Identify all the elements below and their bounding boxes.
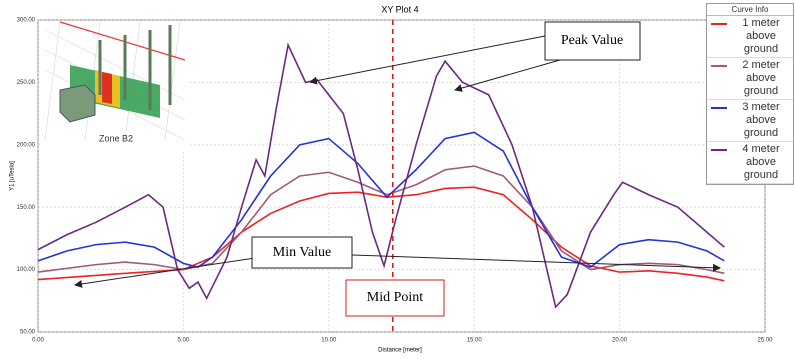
y-tick-label: 300.00 (17, 18, 36, 24)
inset-image: Zone B2 (40, 21, 190, 151)
peak-label: Peak Value (561, 33, 623, 48)
legend-item: 3 meter above ground (707, 100, 793, 142)
chart-title: XY Plot 4 (381, 4, 418, 14)
legend-item: 1 meter above ground (707, 16, 793, 58)
y-tick-label: 150.00 (17, 205, 36, 211)
y-tick-label: 50.00 (20, 330, 36, 336)
page: {"chart_data": {"type": "line", "title":… (0, 0, 795, 360)
legend-title: Curve Info (707, 4, 793, 16)
mid-annotation: Mid Point (346, 280, 444, 316)
y-axis-label: Y1 [uTesla] (10, 161, 16, 191)
y-tick-label: 250.00 (17, 80, 36, 86)
x-tick-label: 25.00 (757, 338, 773, 344)
x-tick-label: 10.00 (321, 338, 337, 344)
legend-label: 2 meter above ground (731, 59, 791, 98)
x-tick-label: 15.00 (467, 338, 483, 344)
inset-label: Zone B2 (99, 133, 133, 143)
legend-item: 4 meter above ground (707, 142, 793, 184)
x-tick-label: 0.00 (32, 338, 44, 344)
legend-label: 3 meter above ground (731, 101, 791, 140)
legend-swatch (711, 23, 727, 25)
x-tick-label: 20.00 (612, 338, 628, 344)
y-tick-label: 100.00 (17, 267, 36, 273)
legend-item: 2 meter above ground (707, 58, 793, 100)
x-axis-label: Distance [meter] (378, 348, 422, 354)
legend-label: 1 meter above ground (731, 17, 791, 56)
y-tick-label: 200.00 (17, 142, 36, 148)
legend-swatch (711, 107, 727, 109)
legend-swatch (711, 149, 727, 151)
legend-label: 4 meter above ground (731, 143, 791, 182)
mid-label: Mid Point (367, 290, 424, 305)
chart: XY Plot 4 Distance [meter] Y1 [uTesla] Z… (0, 0, 795, 360)
legend-swatch (711, 65, 727, 67)
x-tick-label: 5.00 (178, 338, 190, 344)
min-label: Min Value (273, 245, 331, 260)
